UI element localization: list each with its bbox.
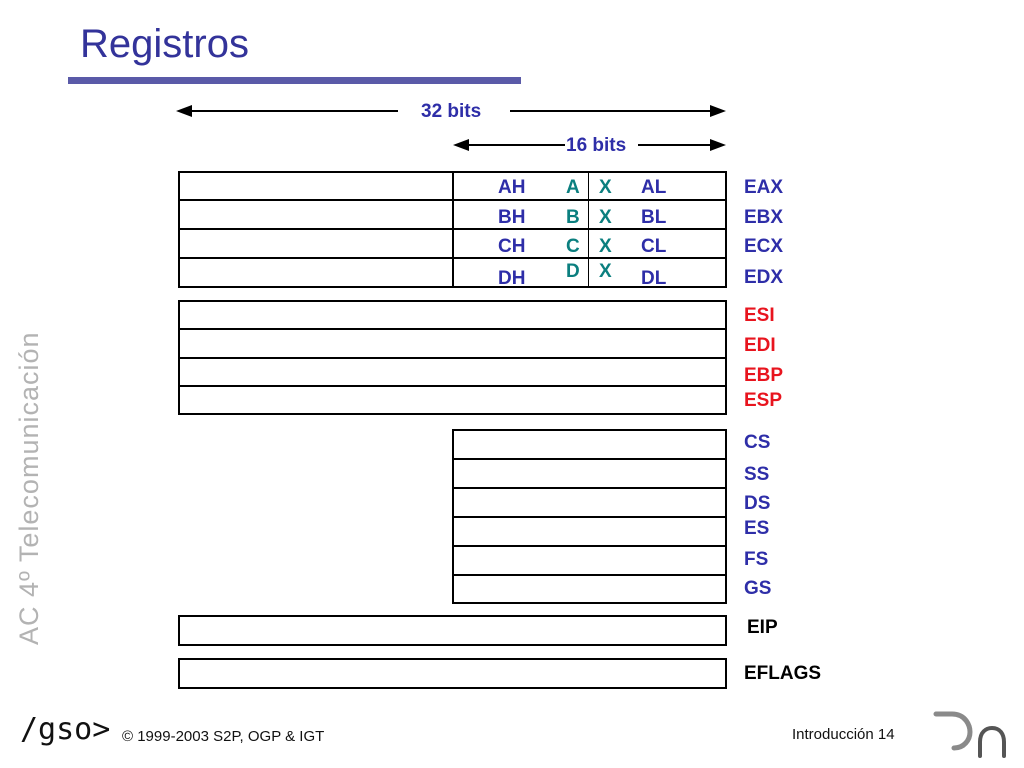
register-name-eip: EIP xyxy=(747,617,778,638)
dimension-line xyxy=(510,110,712,112)
sidebar-course-label: AC 4º Telecomunicación xyxy=(14,331,44,645)
register-name: EDX xyxy=(744,267,784,288)
row-divider xyxy=(178,385,727,387)
register-name-eflags: EFLAGS xyxy=(744,663,822,684)
register-x: X xyxy=(599,236,612,257)
arrow-left-icon xyxy=(453,139,469,151)
byte-divider xyxy=(588,171,589,288)
arrow-right-icon xyxy=(710,105,726,117)
footer-page-number: Introducción 14 xyxy=(792,726,895,743)
register-low-byte: BL xyxy=(641,207,667,228)
arrow-left-icon xyxy=(176,105,192,117)
label-16-bits: 16 bits xyxy=(566,135,627,156)
label-32-bits: 32 bits xyxy=(421,101,482,122)
register-low-byte: AL xyxy=(641,177,667,198)
arrow-right-icon xyxy=(710,139,726,151)
dimension-line xyxy=(638,144,712,146)
register-name-ss: SS xyxy=(744,464,770,485)
register-name-es: ES xyxy=(744,518,770,539)
row-divider xyxy=(178,328,727,330)
register-x: X xyxy=(599,177,612,198)
register-name: EBX xyxy=(744,207,784,228)
slide-title: Registros xyxy=(80,22,249,66)
title-underline xyxy=(68,77,521,84)
register-low-byte: DL xyxy=(641,268,667,289)
register-letter: C xyxy=(566,236,580,257)
half-divider xyxy=(452,171,454,288)
register-high-byte: CH xyxy=(498,236,526,257)
row-divider xyxy=(452,545,727,547)
register-name-cs: CS xyxy=(744,432,771,453)
register-high-byte: BH xyxy=(498,207,526,228)
register-letter: A xyxy=(566,177,580,198)
register-x: X xyxy=(599,261,612,282)
register-x: X xyxy=(599,207,612,228)
register-name-ebp: EBP xyxy=(744,365,784,386)
row-divider xyxy=(178,357,727,359)
register-high-byte: DH xyxy=(498,268,526,289)
dimension-line xyxy=(467,144,565,146)
register-name-ds: DS xyxy=(744,493,771,514)
register-high-byte: AH xyxy=(498,177,526,198)
register-low-byte: CL xyxy=(641,236,667,257)
row-divider xyxy=(452,516,727,518)
register-name-esi: ESI xyxy=(744,305,775,326)
register-name-edi: EDI xyxy=(744,335,776,356)
register-letter: D xyxy=(566,261,580,282)
row-divider xyxy=(452,458,727,460)
register-name-fs: FS xyxy=(744,549,769,570)
eflags-frame xyxy=(178,658,727,689)
register-name: EAX xyxy=(744,177,784,198)
register-name-gs: GS xyxy=(744,578,772,599)
row-divider xyxy=(452,574,727,576)
eip-frame xyxy=(178,615,727,646)
gso-logo: /gso> xyxy=(20,712,111,747)
footer-copyright: © 1999-2003 S2P, OGP & IGT xyxy=(122,728,325,745)
register-letter: B xyxy=(566,207,580,228)
register-name-esp: ESP xyxy=(744,390,783,411)
dimension-line xyxy=(190,110,398,112)
row-divider xyxy=(452,487,727,489)
dn-logo-icon xyxy=(933,711,1006,758)
register-name: ECX xyxy=(744,236,784,257)
